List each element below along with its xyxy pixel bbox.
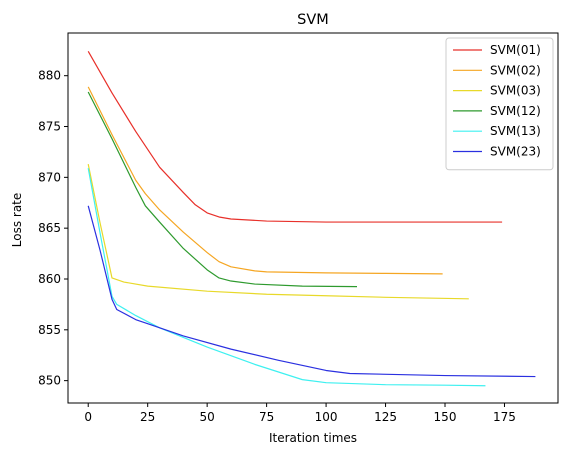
legend-frame [445,37,554,171]
x-tick-label: 100 [315,410,338,424]
y-tick-label: 880 [38,69,61,83]
series-line-svm01 [87,51,503,223]
x-tick-label: 25 [140,410,155,424]
y-tick-label: 865 [38,221,61,235]
x-axis-label: Iteration times [269,431,357,445]
legend-label: SVM(12) [490,104,541,118]
y-axis-label: Loss rate [10,193,24,248]
series-line-svm13 [87,168,486,387]
legend-label: SVM(03) [490,84,541,98]
series-line-svm12 [87,91,358,288]
plot-frame [67,32,559,404]
series-line-svm23 [87,205,536,378]
y-tick-label: 875 [38,120,61,134]
plot-area [67,32,559,404]
legend-label: SVM(02) [490,63,541,77]
legend-label: SVM(13) [490,124,541,138]
x-tick-label: 50 [200,410,215,424]
x-tick-label: 150 [434,410,457,424]
x-tick-label: 175 [493,410,516,424]
y-tick-label: 850 [38,374,61,388]
y-tick-label: 855 [38,323,61,337]
x-tick-label: 125 [374,410,397,424]
y-axis: 850 855 860 865 870 875 880 [38,69,68,388]
series-line-svm02 [87,86,443,275]
x-tick-label: 75 [259,410,274,424]
y-tick-label: 860 [38,272,61,286]
legend-label: SVM(23) [490,145,541,159]
series-lines [87,51,536,387]
x-tick-label: 0 [84,410,92,424]
series-line-svm03 [87,164,469,300]
y-tick-label: 870 [38,170,61,184]
chart-title: SVM [297,12,329,28]
x-axis: 0 25 50 75 100 125 150 175 [84,403,516,424]
legend-label: SVM(01) [490,43,541,57]
legend: SVM(01) SVM(02) SVM(03) SVM(12) SVM(13) SVM(2… [445,37,554,171]
